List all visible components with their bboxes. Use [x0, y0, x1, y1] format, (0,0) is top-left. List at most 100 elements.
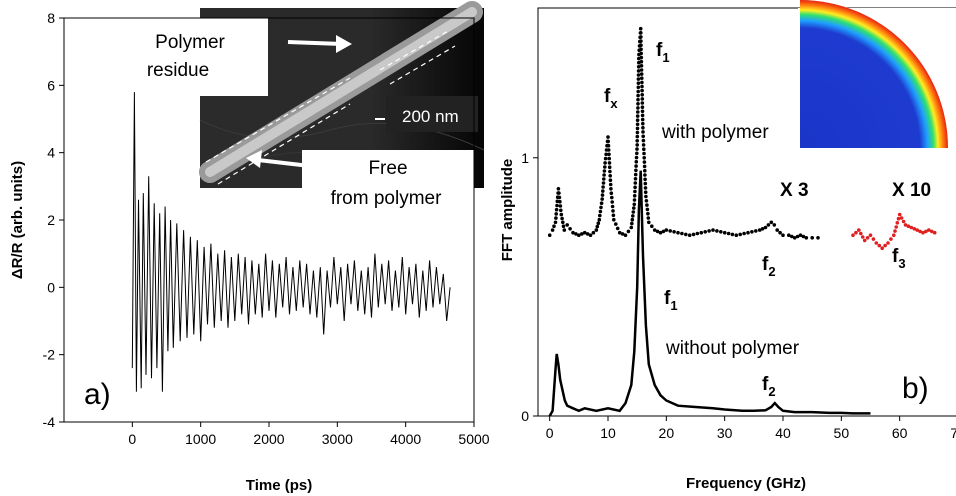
spectrum-dot	[642, 160, 647, 164]
spectrum-dot	[603, 165, 607, 169]
panel-a: 200 nm Polymer residue Free from polymer…	[9, 1, 490, 494]
spectrum-dot	[792, 236, 797, 240]
y-tick-label-b-0: 0	[521, 408, 529, 424]
spectrum-dot	[680, 231, 684, 236]
spectrum-dot	[582, 230, 587, 235]
trace-a-0	[131, 92, 451, 392]
y-axis-label-b: FFT amplitude	[499, 159, 516, 262]
spectrum-dot	[606, 143, 611, 148]
spectrum-dot	[781, 233, 785, 237]
spectrum-dot	[874, 241, 879, 245]
spectrum-dot	[691, 232, 696, 237]
spectrum-dot	[604, 152, 608, 157]
x-tick-label-a-4: 4000	[390, 431, 421, 447]
spectrum-dot	[599, 205, 603, 210]
spectrum-dots-0	[547, 26, 820, 240]
spectrum-dot	[601, 185, 605, 189]
spectrum-dot	[644, 199, 649, 203]
spectrum-dot	[668, 229, 672, 233]
spectrum-dot	[640, 88, 644, 93]
spectrum-dot	[600, 193, 605, 197]
spectrum-dot	[636, 110, 640, 114]
spectrum-dot	[921, 230, 925, 235]
spectrum-dot	[642, 147, 646, 151]
spectrum-dot	[635, 134, 640, 139]
x-tick-label-b-1: 10	[600, 425, 616, 441]
spectrum-dot	[778, 230, 782, 235]
spectrum-dot	[661, 229, 666, 234]
spectrum-dot	[635, 139, 639, 143]
spectrum-dot	[577, 233, 581, 237]
spectrum-dot	[750, 230, 754, 234]
scale-bar-label: 200 nm	[402, 107, 459, 126]
label-f2-without: f2	[762, 374, 776, 399]
spectrum-dot	[801, 234, 806, 239]
spectrum-dot	[634, 160, 639, 164]
spectrum-dot	[932, 230, 937, 235]
spectrum-dot	[906, 224, 911, 228]
spectrum-dot	[601, 181, 606, 185]
spectrum-dot	[633, 189, 637, 194]
y-tick-label-a-0: -4	[43, 414, 56, 430]
label-with-polymer: with polymer	[661, 122, 769, 143]
label-x3: X 3	[780, 180, 809, 201]
spectrum-dot	[915, 228, 919, 232]
ring-inset-image	[798, 0, 956, 151]
spectrum-dot	[726, 231, 731, 236]
spectrum-dot	[623, 233, 628, 237]
spectrum-dot	[557, 191, 561, 195]
spectrum-dot	[633, 185, 637, 190]
spectrum-dot	[636, 102, 640, 106]
spectrum-dot	[640, 101, 645, 105]
spectrum-dot	[889, 237, 893, 241]
spectrum-dot	[611, 209, 615, 213]
spectrum-dot	[643, 186, 648, 190]
x-tick-label-a-0: 0	[128, 431, 136, 447]
y-tick-label-b-1: 1	[521, 150, 529, 166]
spectrum-dot	[636, 97, 640, 102]
spectrum-dot	[924, 229, 928, 234]
spectrum-dot	[635, 151, 639, 156]
label-x10: X 10	[892, 180, 931, 201]
panel-label-a: a)	[84, 378, 111, 411]
spectrum-dot	[640, 117, 645, 122]
spectrum-dot	[640, 93, 644, 97]
x-tick-label-b-5: 50	[834, 425, 850, 441]
spectrum-dot	[639, 72, 644, 76]
spectrum-dot	[641, 134, 645, 139]
spectrum-dot	[597, 217, 602, 222]
spectrum-dot	[877, 243, 882, 248]
y-tick-label-a-6: 8	[47, 10, 55, 26]
spectrum-dot	[636, 93, 640, 98]
spectrum-dot	[640, 113, 645, 118]
plot-area-b	[547, 26, 937, 416]
spectrum-dot	[620, 232, 625, 236]
spectrum-dot	[857, 228, 861, 232]
inset-label-free-2: from polymer	[331, 188, 443, 209]
spectrum-dot	[639, 39, 643, 43]
spectrum-dot	[868, 233, 873, 237]
spectrum-dot	[636, 85, 641, 90]
spectrum-dot	[602, 177, 606, 181]
spectrum-dot	[643, 173, 647, 177]
label-f1-without: f1	[664, 288, 678, 313]
spectrum-dot	[580, 232, 584, 236]
spectrum-dot	[643, 190, 648, 194]
spectrum-dot	[635, 118, 640, 122]
x-tick-label-b-7: 70	[950, 425, 956, 441]
spectrum-dot	[703, 230, 707, 234]
spectrum-dot	[899, 216, 904, 220]
spectrum-dot	[766, 223, 771, 227]
spectrum-dot	[695, 231, 700, 236]
spectrum-dot	[607, 156, 611, 161]
spectrum-dot	[617, 230, 622, 235]
spectrum-dot	[645, 207, 650, 212]
spectrum-dot	[610, 204, 615, 209]
spectrum-dot	[699, 230, 704, 235]
spectrum-dot	[639, 51, 643, 56]
spectrum-dot	[639, 64, 644, 68]
spectrum-dot	[639, 35, 643, 39]
spectrum-dot	[896, 216, 901, 221]
spectrum-dot	[612, 217, 616, 222]
